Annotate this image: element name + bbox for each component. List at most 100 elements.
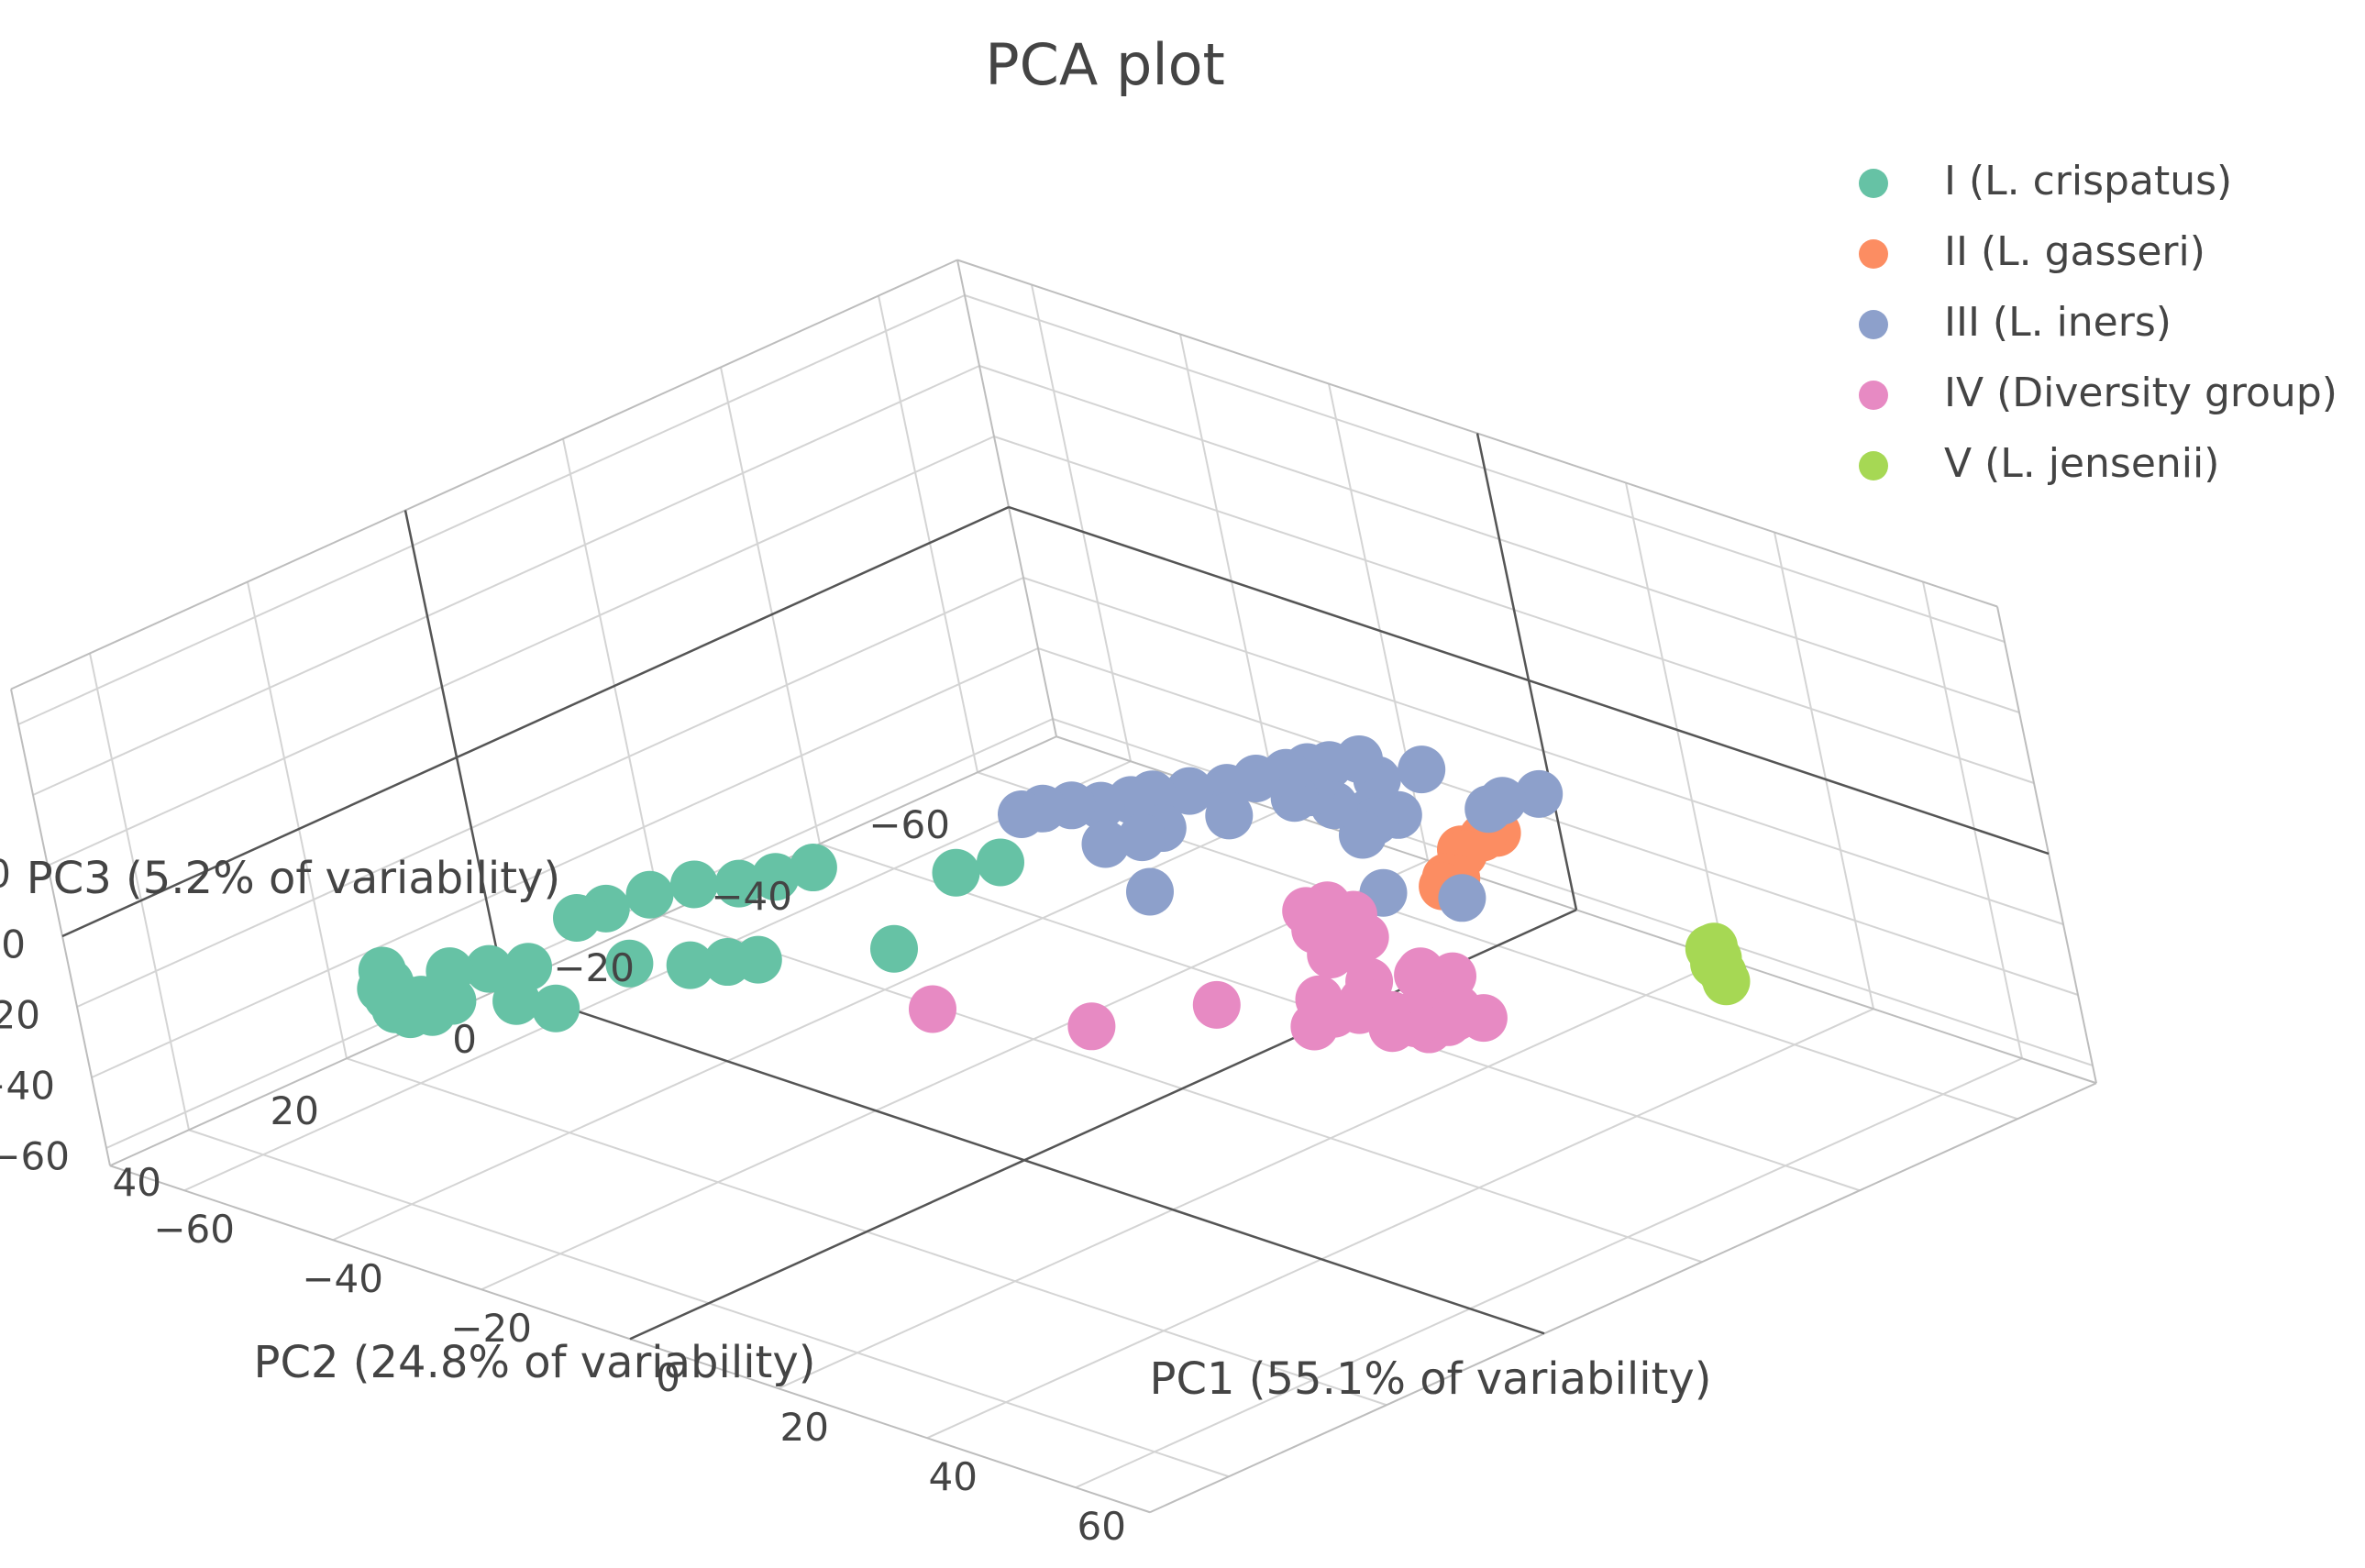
grid-line <box>1625 482 1726 960</box>
z-tick-label: −40 <box>0 1064 55 1109</box>
grid-line <box>778 958 1726 1390</box>
y-tick-label: −20 <box>553 945 635 990</box>
grid-line <box>926 1008 1874 1440</box>
z-zero-line <box>61 505 1010 938</box>
legend-marker <box>1859 169 1888 198</box>
legend-label: II (L. gasseri) <box>1944 228 2205 275</box>
data-point-series-1 <box>670 860 718 909</box>
legend-marker <box>1859 310 1888 339</box>
data-point-series-1 <box>625 870 674 919</box>
grid-line <box>332 810 1280 1242</box>
grid-line <box>1922 581 2023 1059</box>
data-point-series-1 <box>553 894 601 942</box>
data-point-series-1 <box>465 944 514 993</box>
x-tick-label: −20 <box>450 1306 532 1351</box>
data-point-series-1 <box>932 848 980 897</box>
data-point-series-1 <box>532 984 580 1032</box>
data-point-series-3 <box>1515 769 1564 818</box>
data-points <box>357 734 1751 1054</box>
x-tick-label: −60 <box>153 1207 235 1252</box>
wall-edge <box>10 259 958 690</box>
data-point-series-1 <box>751 853 800 901</box>
x-tick-label: 40 <box>929 1454 978 1499</box>
z-zero-line <box>1008 505 2050 856</box>
data-point-series-5 <box>1690 940 1739 988</box>
x-tick-label: 20 <box>780 1405 829 1450</box>
wall-edge <box>109 735 1057 1167</box>
y-tick-label: −60 <box>868 802 950 847</box>
data-point-series-4 <box>1067 1002 1116 1051</box>
data-point-series-1 <box>714 859 763 908</box>
data-point-series-1 <box>977 838 1024 887</box>
data-point-series-4 <box>1290 1002 1339 1051</box>
data-point-series-1 <box>605 939 654 988</box>
data-point-series-1 <box>703 938 752 987</box>
y-tick-label: 0 <box>452 1017 477 1062</box>
y-tick-label: 40 <box>113 1160 161 1205</box>
data-point-series-3 <box>1205 791 1254 840</box>
data-point-series-3 <box>998 790 1045 838</box>
data-point-series-3 <box>1166 767 1214 815</box>
wall-edge <box>956 259 1057 737</box>
legend-label: IV (Diversity group) <box>1944 370 2337 416</box>
x-tick-label: 60 <box>1078 1504 1126 1549</box>
legend-marker <box>1859 239 1888 269</box>
data-point-series-1 <box>789 844 837 892</box>
data-point-series-3 <box>1081 820 1130 868</box>
data-point-series-3 <box>1126 867 1174 916</box>
grid-line <box>1075 1057 2023 1489</box>
grid-line <box>1774 532 1874 1010</box>
grid-line <box>89 653 190 1131</box>
data-point-series-3 <box>1118 813 1166 862</box>
data-point-series-1 <box>870 924 918 973</box>
grid-line <box>47 436 995 867</box>
data-point-series-1 <box>358 946 406 995</box>
axis-lines <box>61 433 2050 1341</box>
grid-line <box>1031 284 1132 762</box>
wall-edge <box>10 689 111 1166</box>
z-axis-title: PC3 (5.2% of variability) <box>27 853 560 904</box>
grid-line <box>878 295 978 773</box>
grid-line <box>720 367 821 845</box>
data-point-series-1 <box>492 977 541 1025</box>
data-point-series-3 <box>1339 811 1387 859</box>
legend-marker <box>1859 381 1888 410</box>
data-point-series-4 <box>909 985 956 1033</box>
z-tick-label: −60 <box>0 1134 70 1179</box>
y-tick-label: 20 <box>271 1088 319 1133</box>
grid-line <box>247 581 348 1059</box>
x-axis-title: PC1 (55.1% of variability) <box>1150 1353 1712 1405</box>
grid-line <box>562 438 663 916</box>
data-point-series-3 <box>1464 785 1513 834</box>
grid-line <box>481 859 1429 1291</box>
grid-line <box>17 294 966 725</box>
legend-label: III (L. iners) <box>1944 299 2172 346</box>
x-tick-label: −40 <box>302 1256 383 1301</box>
tick-labels: −60−40−200204060−60−40−2002040−60−40−200… <box>0 802 1126 1549</box>
x-zero-line <box>403 510 506 988</box>
data-point-series-4 <box>1397 947 1444 996</box>
grid-line <box>32 365 980 796</box>
data-point-series-1 <box>666 941 714 989</box>
z-tick-label: 20 <box>0 852 11 897</box>
chart-title: PCA plot <box>985 31 1225 98</box>
grid-line <box>1179 334 1280 812</box>
grid-line <box>91 647 1039 1078</box>
grid-line <box>183 760 1132 1192</box>
data-point-series-4 <box>1192 980 1241 1029</box>
legend: I (L. crispatus) II (L. gasseri) III (L. i… <box>1859 158 2337 487</box>
legend-label: V (L. jensenii) <box>1944 440 2219 487</box>
data-point-series-4 <box>1282 887 1331 935</box>
legend-marker <box>1859 451 1888 480</box>
wall-edge <box>1996 606 2097 1084</box>
wall-edge <box>1149 1082 2097 1514</box>
y-axis-title: PC2 (24.8% of variability) <box>254 1337 816 1388</box>
z-tick-label: 0 <box>1 922 26 967</box>
y-zero-line <box>1475 433 1578 911</box>
x-tick-label: 0 <box>656 1355 680 1400</box>
z-tick-label: −20 <box>0 993 40 1038</box>
legend-label: I (L. crispatus) <box>1944 158 2232 204</box>
data-point-series-3 <box>1438 874 1486 922</box>
grid-line <box>76 577 1024 1008</box>
